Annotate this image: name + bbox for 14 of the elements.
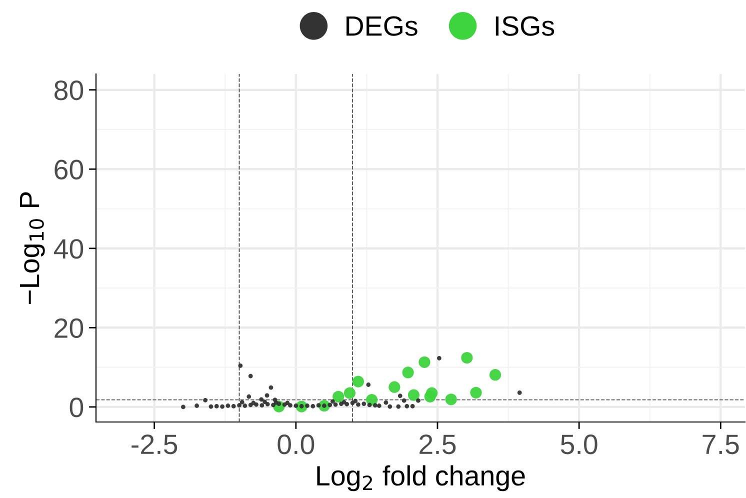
x-tick-label: 5.0: [560, 434, 598, 454]
x-tick-label: 7.5: [702, 434, 739, 454]
y-tick-label: 60: [54, 160, 84, 180]
x-tick-label: 0.0: [278, 434, 314, 454]
x-tick-label: 2.5: [420, 434, 456, 454]
y-tick-label: 40: [54, 239, 84, 259]
legend-label: ISGs: [496, 16, 554, 36]
y-tick-label: 20: [54, 318, 84, 338]
y-axis-title: −Log$_{10}$ P: [20, 192, 45, 304]
y-tick-label: 80: [54, 80, 84, 100]
x-axis-title: Log$_{2}$ fold change: [317, 465, 525, 492]
legend-label: DEGs: [346, 16, 418, 36]
y-tick-label: 0: [70, 398, 84, 418]
x-tick-label: -2.5: [132, 434, 178, 454]
